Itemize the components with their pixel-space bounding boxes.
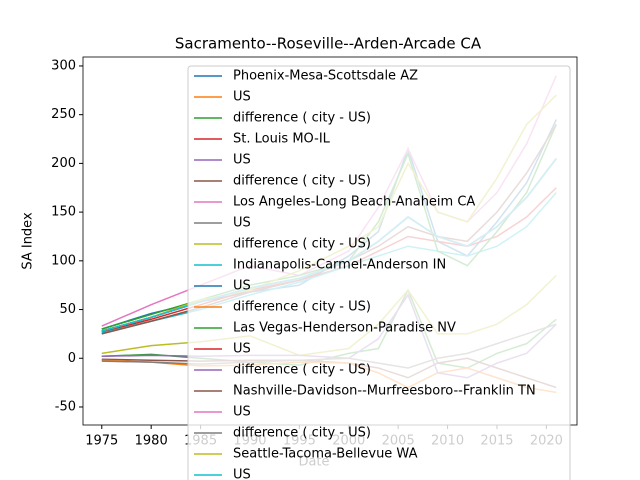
y-tick-label: 150 — [51, 205, 76, 220]
legend-label: US — [233, 279, 251, 294]
legend-box — [187, 65, 571, 480]
y-tick-label: 100 — [51, 253, 76, 268]
legend-label: difference ( city - US) — [233, 363, 371, 378]
legend-label: US — [233, 405, 251, 420]
legend-label: difference ( city - US) — [233, 300, 371, 315]
y-tick-label: 300 — [51, 58, 76, 73]
legend-label: difference ( city - US) — [233, 111, 371, 126]
legend-label: difference ( city - US) — [233, 174, 371, 189]
legend-label: US — [233, 90, 251, 105]
legend-label: Las Vegas-Henderson-Paradise NV — [233, 321, 456, 336]
legend-label: Phoenix-Mesa-Scottsdale AZ — [233, 69, 418, 84]
x-tick-label: 1980 — [135, 434, 168, 449]
legend-label: difference ( city - US) — [233, 237, 371, 252]
chart-title: Sacramento--Roseville--Arden-Arcade CA — [175, 35, 482, 53]
legend-label: US — [233, 216, 251, 231]
legend-label: Seattle-Tacoma-Bellevue WA — [233, 447, 418, 462]
y-tick-label: -50 — [55, 399, 76, 414]
legend-label: difference ( city - US) — [233, 426, 371, 441]
legend-label: St. Louis MO-IL — [233, 132, 331, 147]
y-tick-label: 50 — [59, 302, 76, 317]
legend-label: Nashville-Davidson--Murfreesboro--Frankl… — [233, 384, 536, 399]
x-tick-label: 1975 — [85, 434, 118, 449]
legend-label: US — [233, 468, 251, 480]
legend-label: Los Angeles-Long Beach-Anaheim CA — [233, 195, 475, 210]
y-axis-label: SA Index — [21, 212, 36, 270]
y-tick-label: 250 — [51, 107, 76, 122]
y-tick-label: 200 — [51, 156, 76, 171]
legend-label: US — [233, 342, 251, 357]
legend-label: Indianapolis-Carmel-Anderson IN — [233, 258, 446, 273]
legend-label: US — [233, 153, 251, 168]
y-tick-label: 0 — [68, 351, 76, 366]
